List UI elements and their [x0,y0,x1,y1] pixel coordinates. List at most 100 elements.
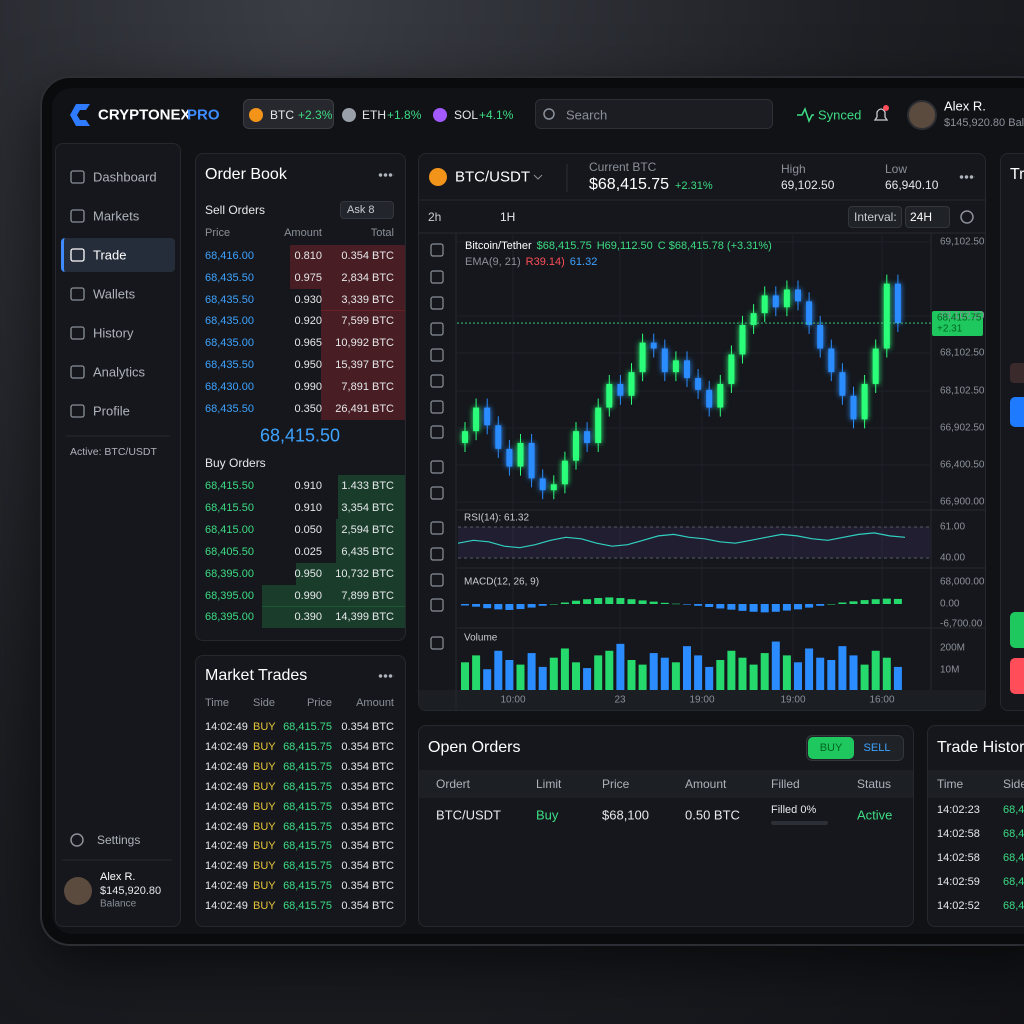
interval-value[interactable]: 24H [910,210,933,224]
interval-label-box [848,206,902,228]
order-price: 68,415.50 [205,480,254,492]
column-header: Price [205,227,231,239]
order-book-panel [195,153,406,641]
trade-cell: 68,415.75 [283,880,332,893]
order-cell: 7,599 BTC [341,315,394,328]
nav-item[interactable]: Profile [93,403,130,419]
order-price: 68,395.00 [205,589,254,602]
column-header: Side [253,697,276,709]
time-axis-label: 23 [614,694,626,706]
trade-cell: 68,415.75 [283,900,332,913]
panel-title: Order Book [205,166,287,183]
nav-item[interactable]: History [93,325,134,341]
ticker-change: +4.1% [479,108,514,122]
trade-cell: BUY [253,820,276,833]
more-button[interactable] [959,174,975,180]
column-header: Time [937,777,964,791]
depth-bar [295,562,405,585]
trade-cell: 0.354 BTC [341,860,394,873]
tab[interactable]: BUY [819,742,843,754]
panel-title: Trade History [937,739,1024,756]
ticker-pill[interactable] [243,99,334,129]
timeframe[interactable]: 2h [428,210,442,224]
more-button[interactable] [378,673,394,679]
user-name: Alex R. [944,98,986,114]
trade-cell: 68,415.75 [1003,900,1024,912]
interval-label: Interval: [854,210,897,224]
chart-legend: Bitcoin/Tether $68,415.75 H69,112.50 C $68,… [465,238,777,270]
trade-cell: 68,415.75 [283,780,332,793]
ticker-symbol[interactable]: BTC [270,108,294,122]
order-cell: 0.50 BTC [685,807,740,823]
trade-cell: BUY [253,721,276,733]
depth-bar [321,310,405,333]
price-axis-label: 66,902.50 [940,422,985,434]
price-tag [932,311,983,337]
stat-value: 66,940.10 [885,178,939,192]
order-price: 68,435.50 [205,271,254,284]
order-cell: 2,594 BTC [341,523,394,536]
search-placeholder[interactable]: Search [566,107,608,123]
interval-box[interactable] [905,206,950,228]
price-axis-label: 69,102.50 [940,236,985,248]
order-cell: 1.433 BTC [341,480,394,492]
current-change: +2.31% [675,180,713,192]
ticker-symbol[interactable]: ETH [362,108,386,122]
interval-select[interactable]: 1H [500,210,516,224]
volume-axis-label: 200M [940,642,966,654]
trade-button[interactable] [1010,397,1024,427]
trade-cell: 14:02:23 [937,804,980,816]
depth-bar [262,606,405,629]
time-axis-label: 10:00 [500,694,526,706]
order-price: 68,416.00 [205,250,254,262]
legend-name: Bitcoin/Tether [465,240,532,252]
order-cell: 0.930 [294,293,322,306]
order-cell: 0.920 [294,315,322,328]
active-pair[interactable]: Active: BTC/USDT [70,446,157,458]
depth-select-label[interactable]: Ask 8 [347,204,375,216]
sidebar-user-balance: $145,920.80 [100,885,162,897]
legend-high: H69,112.50 [596,240,653,252]
nav-item[interactable]: Markets [93,208,140,224]
trade-cell: 0.354 BTC [341,900,394,913]
trade-cell: 0.354 BTC [341,840,394,853]
nav-item[interactable]: Dashboard [93,169,157,185]
depth-select[interactable] [340,201,394,219]
trade-cell: 0.354 BTC [341,740,394,753]
more-button[interactable] [378,172,394,178]
depth-bar [262,584,405,607]
order-cell: 10,992 BTC [335,337,394,350]
settings[interactable]: Settings [97,833,141,847]
column-header: Amount [356,697,394,709]
trade-cell: 68,415.75 [283,860,332,873]
nav-item[interactable]: Analytics [93,364,146,380]
search-box[interactable] [535,99,773,129]
tab-active[interactable] [808,737,854,759]
order-cell: 0.810 [294,250,322,262]
buy-button[interactable] [1010,612,1024,648]
trade-cell: BUY [253,880,276,893]
trade-cell: 14:02:49 [205,860,248,873]
market-trades-panel [195,655,406,927]
sidebar-user-name: Alex R. [100,871,136,883]
panel-title: Market Trades [205,667,308,684]
order-cell: 14,399 BTC [335,611,394,624]
column-header: Price [306,697,332,709]
nav-item[interactable]: Trade [93,247,127,263]
nav-item[interactable]: Wallets [93,286,136,302]
tab[interactable]: SELL [863,742,891,754]
order-cell: $68,100 [602,807,649,823]
order-cell: 2,834 BTC [341,271,394,284]
order-price: 68,435.00 [205,315,254,328]
pair-select[interactable]: BTC/USDT [455,168,530,186]
order-cell: 0.910 [294,480,322,492]
trade-cell: 0.354 BTC [341,780,394,793]
column-header: Side [1003,777,1024,791]
depth-bar [289,266,405,289]
indicator-label: RSI(14): 61.32 [464,512,530,524]
order-price: 68,435.00 [205,337,254,350]
time-axis-label: 16:00 [869,694,895,706]
depth-bar [321,375,405,398]
sell-button[interactable] [1010,658,1024,694]
ticker-symbol[interactable]: SOL [454,108,479,122]
